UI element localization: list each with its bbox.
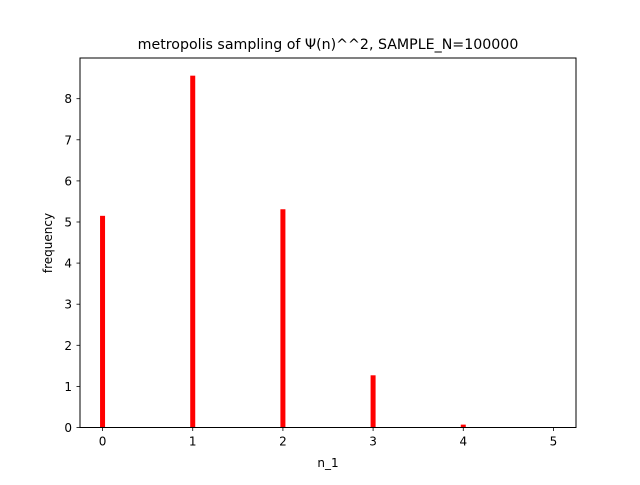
y-tick-label: 4 bbox=[64, 257, 72, 271]
plot-area-frame bbox=[79, 57, 577, 428]
x-tick-label: 4 bbox=[459, 435, 467, 449]
y-tick-label: 0 bbox=[64, 421, 72, 435]
y-tick-label: 3 bbox=[64, 298, 72, 312]
y-tick-label: 6 bbox=[64, 174, 72, 188]
x-tick-label: 5 bbox=[550, 435, 558, 449]
bar-n-4 bbox=[460, 424, 466, 428]
x-axis-label: n_1 bbox=[317, 456, 338, 470]
y-tick-label: 2 bbox=[64, 339, 72, 353]
y-tick-label: 8 bbox=[64, 92, 72, 106]
bar-n-2 bbox=[280, 209, 286, 428]
bars-layer bbox=[100, 75, 466, 428]
y-axis-label: frequency bbox=[41, 213, 55, 273]
y-tick-label: 5 bbox=[64, 215, 72, 229]
x-ticks-layer: 0 1 2 3 4 5 bbox=[99, 427, 558, 449]
bar-n-3 bbox=[370, 375, 376, 428]
x-tick-label: 3 bbox=[369, 435, 377, 449]
bar-n-0 bbox=[100, 215, 106, 428]
y-tick-label: 1 bbox=[64, 380, 72, 394]
chart-title: metropolis sampling of Ψ(n)^^2, SAMPLE_N… bbox=[138, 37, 519, 53]
bar-n-1 bbox=[190, 75, 196, 428]
x-tick-label: 2 bbox=[279, 435, 287, 449]
x-tick-label: 0 bbox=[99, 435, 107, 449]
x-tick-label: 1 bbox=[189, 435, 197, 449]
y-tick-label: 7 bbox=[64, 133, 72, 147]
y-ticks-layer: 0 1 2 3 4 5 6 7 8 bbox=[64, 92, 80, 435]
